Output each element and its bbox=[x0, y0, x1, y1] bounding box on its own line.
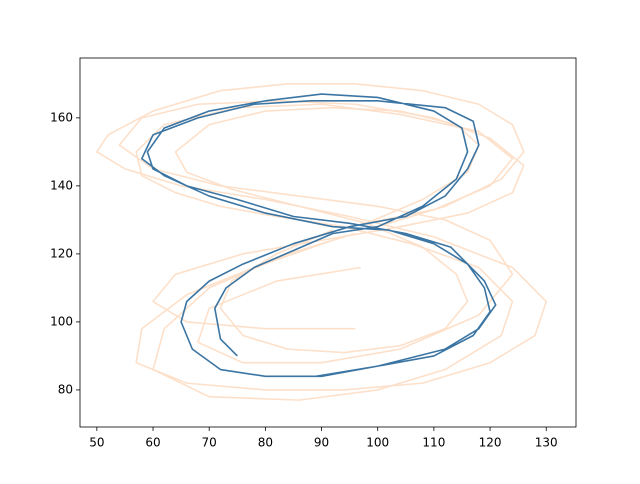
y-tick-label: 120 bbox=[50, 246, 73, 260]
trajectory bbox=[118, 100, 525, 364]
x-tick-label: 60 bbox=[145, 436, 160, 450]
x-tick-label: 130 bbox=[535, 436, 558, 450]
y-tick-label: 80 bbox=[58, 382, 73, 396]
x-tick-label: 70 bbox=[202, 436, 217, 450]
x-tick-label: 80 bbox=[258, 436, 273, 450]
x-tick-label: 110 bbox=[422, 436, 445, 450]
trajectory bbox=[96, 83, 548, 391]
trajectory bbox=[140, 93, 497, 378]
y-tick-label: 140 bbox=[50, 178, 73, 192]
y-tick-label: 100 bbox=[50, 314, 73, 328]
x-tick-label: 100 bbox=[366, 436, 389, 450]
x-tick-label: 90 bbox=[314, 436, 329, 450]
plot-frame bbox=[79, 57, 577, 428]
x-tick-label: 120 bbox=[479, 436, 502, 450]
y-tick-label: 160 bbox=[50, 110, 73, 124]
x-tick-label: 50 bbox=[89, 436, 104, 450]
